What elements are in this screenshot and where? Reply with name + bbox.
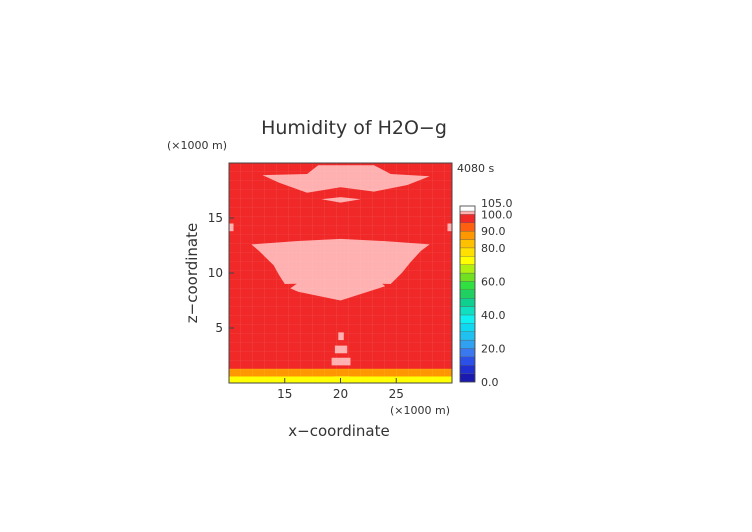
colorbar-band [459,222,476,232]
colorbar-band [459,365,476,374]
colorbar-band [459,264,476,274]
cell-grid-overlay [229,163,452,383]
y-tick-label: 15 [208,211,223,225]
colorbar-band [459,281,476,290]
x-axis-ticks: 15 20 25 [277,378,404,401]
colorbar-label: 60.0 [481,275,506,288]
colorbar-label: 80.0 [481,242,506,255]
colorbar-label: 90.0 [481,225,506,238]
colorbar-band [459,230,476,240]
colorbar-label: 105.0 [481,197,513,210]
colorbar-frame [459,205,476,383]
colorbar-band [459,214,476,223]
y-axis-ticks: 5 10 15 [208,211,234,335]
colorbar-band [459,373,476,383]
colorbar-band [459,339,476,349]
colorbar-band [459,348,476,358]
colorbar-band [459,256,476,265]
colorbar-band [459,298,476,307]
colorbar-band [459,210,476,215]
x-tick-label: 20 [333,387,348,401]
colorbar-band [459,239,476,249]
y-tick-label: 10 [208,266,223,280]
colorbar-label: 40.0 [481,309,506,322]
colorbar-label: 100.0 [481,208,513,221]
colorbar-label: 0.0 [481,376,499,389]
colorbar-band [459,323,476,332]
colorbar-label: 20.0 [481,342,506,355]
colorbar-band [459,331,476,341]
x-tick-label: 15 [277,387,292,401]
y-tick-label: 5 [215,321,223,335]
colorbar-band [459,306,476,316]
y-axis-label: z−coordinate [183,223,201,323]
colorbar [459,205,476,383]
time-label: 4080 s [457,162,494,175]
colorbar-band [459,272,476,282]
x-tick-label: 25 [389,387,404,401]
y-unit-label: (×1000 m) [167,139,227,152]
colorbar-band [459,289,476,299]
x-unit-label: (×1000 m) [390,404,450,417]
x-axis-label: x−coordinate [288,422,389,440]
colorbar-band [459,205,476,212]
chart-title: Humidity of H2O−g [261,117,447,139]
colorbar-band [459,356,476,366]
plot-area [229,163,452,383]
colorbar-band [459,314,476,324]
colorbar-band [459,247,476,257]
